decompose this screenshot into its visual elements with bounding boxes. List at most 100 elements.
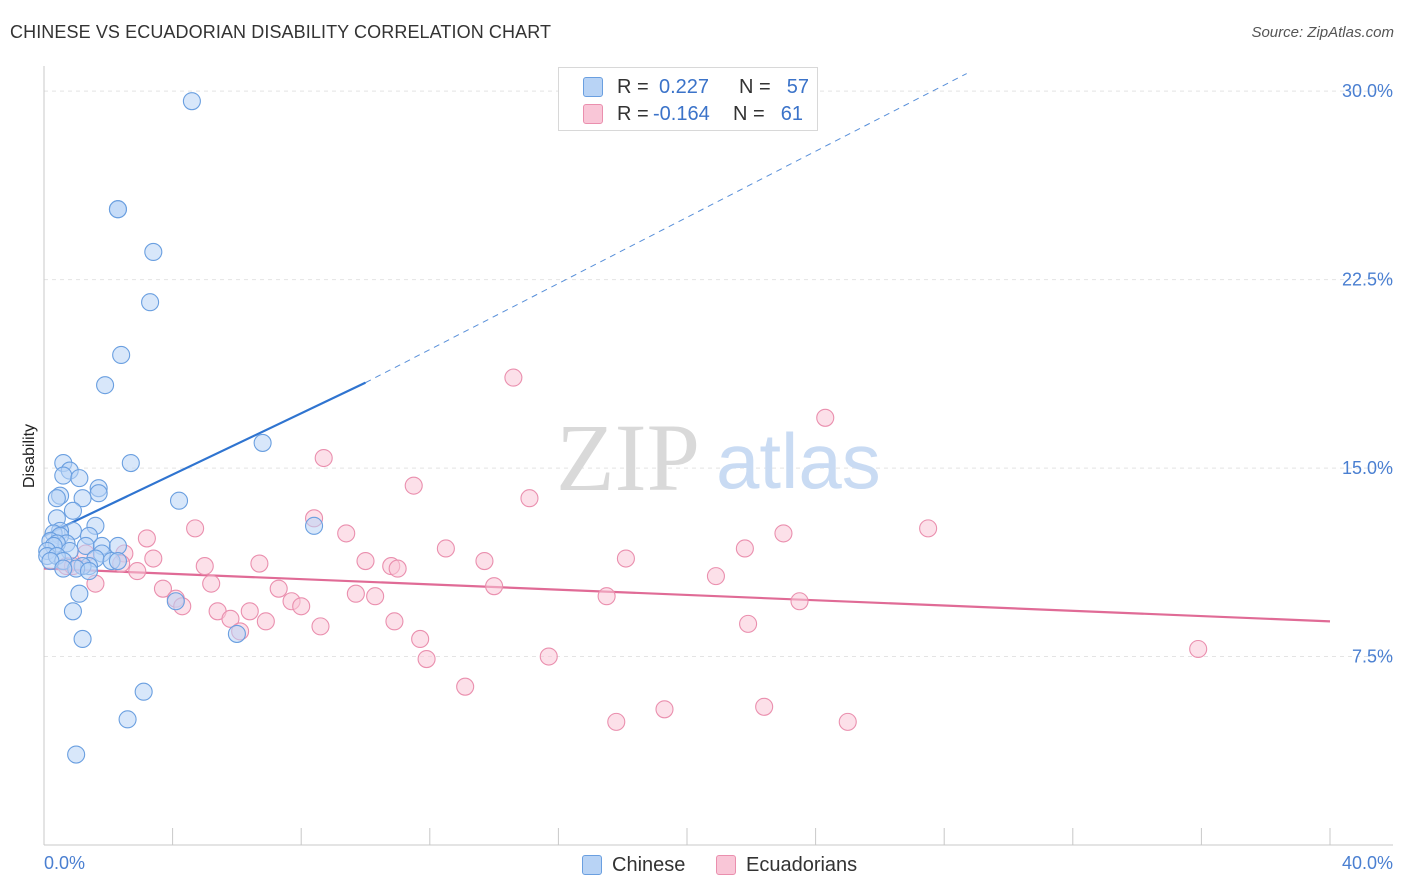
data-point-chinese bbox=[305, 516, 324, 535]
trendline-ecuadorian bbox=[43, 567, 1331, 623]
y-tick-label: 7.5% bbox=[1352, 647, 1393, 667]
data-point-chinese bbox=[108, 536, 127, 556]
data-point-ecuadorian bbox=[250, 554, 269, 573]
bottom-legend-ecuadorian: Ecuadorians bbox=[716, 852, 857, 878]
data-point-ecuadorian bbox=[388, 559, 407, 578]
watermark-zip: ZIP bbox=[556, 404, 700, 511]
legend-n-value: 61 bbox=[780, 102, 803, 125]
data-point-chinese bbox=[54, 466, 73, 485]
data-point-ecuadorian bbox=[256, 612, 275, 631]
data-point-ecuadorian bbox=[838, 712, 857, 731]
legend-n-label: N = bbox=[739, 75, 771, 98]
data-point-chinese bbox=[108, 551, 127, 571]
data-point-ecuadorian bbox=[314, 448, 333, 468]
data-point-ecuadorian bbox=[195, 557, 214, 576]
data-point-chinese bbox=[253, 433, 272, 452]
data-point-ecuadorian bbox=[504, 368, 523, 387]
trendline-chinese bbox=[43, 381, 366, 537]
data-point-chinese bbox=[121, 453, 140, 473]
trendline-chinese-extension bbox=[365, 73, 967, 384]
data-point-ecuadorian bbox=[385, 612, 404, 631]
x-tick-min: 0.0% bbox=[44, 853, 85, 873]
data-point-ecuadorian bbox=[153, 579, 173, 598]
axes bbox=[43, 66, 1393, 846]
data-point-chinese bbox=[54, 559, 73, 578]
legend-swatch-chinese bbox=[583, 77, 603, 97]
data-point-chinese bbox=[169, 491, 189, 510]
data-point-ecuadorian bbox=[337, 524, 356, 543]
data-point-ecuadorian bbox=[919, 519, 938, 538]
data-point-chinese bbox=[63, 501, 82, 520]
data-point-ecuadorian bbox=[456, 677, 475, 696]
data-point-chinese bbox=[227, 624, 246, 643]
data-point-chinese bbox=[166, 592, 185, 611]
data-point-chinese bbox=[79, 562, 99, 581]
data-point-ecuadorian bbox=[144, 549, 163, 568]
data-point-ecuadorian bbox=[597, 587, 616, 606]
y-axis-label: Disability bbox=[21, 424, 38, 488]
data-point-ecuadorian bbox=[520, 489, 539, 508]
data-point-chinese bbox=[134, 682, 153, 701]
data-point-ecuadorian bbox=[346, 584, 365, 603]
chinese-points bbox=[38, 92, 324, 764]
data-point-chinese bbox=[73, 489, 92, 508]
data-point-ecuadorian bbox=[655, 700, 674, 719]
data-point-ecuadorian bbox=[755, 697, 774, 716]
data-point-ecuadorian bbox=[607, 712, 626, 731]
watermark: ZIP atlas bbox=[556, 404, 881, 511]
legend-row-chinese: R = 0.227 N = 57 bbox=[583, 74, 809, 100]
data-point-ecuadorian bbox=[706, 567, 725, 586]
legend-n-value: 57 bbox=[786, 75, 809, 98]
data-point-ecuadorian bbox=[311, 617, 330, 636]
data-point-ecuadorian bbox=[137, 529, 156, 548]
legend-row-ecuadorian: R = -0.164 N = 61 bbox=[583, 101, 803, 127]
data-point-ecuadorian bbox=[404, 476, 423, 495]
legend-r-value: -0.164 bbox=[653, 102, 710, 125]
y-tick-labels: 7.5% 15.0% 22.5% 30.0% bbox=[1342, 81, 1393, 666]
data-point-chinese bbox=[144, 242, 163, 262]
data-point-chinese bbox=[112, 345, 131, 365]
data-point-chinese bbox=[73, 629, 92, 648]
data-point-ecuadorian bbox=[128, 562, 147, 581]
data-point-ecuadorian bbox=[356, 551, 375, 571]
data-point-ecuadorian bbox=[739, 614, 758, 633]
data-point-ecuadorian bbox=[411, 629, 430, 648]
data-point-ecuadorian bbox=[269, 579, 288, 598]
data-point-ecuadorian bbox=[774, 524, 793, 543]
legend-r-label: R = bbox=[617, 102, 649, 125]
data-point-chinese bbox=[108, 200, 127, 219]
data-point-ecuadorian bbox=[417, 649, 436, 669]
data-point-chinese bbox=[96, 376, 115, 395]
data-point-ecuadorian bbox=[1189, 639, 1208, 659]
data-point-chinese bbox=[70, 584, 89, 603]
y-tick-label: 30.0% bbox=[1342, 81, 1393, 101]
data-point-ecuadorian bbox=[790, 592, 809, 611]
data-point-chinese bbox=[47, 489, 66, 508]
chart-title: CHINESE VS ECUADORIAN DISABILITY CORRELA… bbox=[10, 22, 552, 42]
watermark-atlas: atlas bbox=[716, 417, 881, 505]
data-point-ecuadorian bbox=[202, 574, 221, 593]
data-point-chinese bbox=[63, 602, 82, 621]
data-point-chinese bbox=[118, 710, 137, 729]
data-point-chinese bbox=[141, 293, 160, 312]
data-point-ecuadorian bbox=[735, 539, 754, 558]
data-point-chinese bbox=[89, 484, 108, 503]
y-tick-label: 22.5% bbox=[1342, 270, 1393, 290]
legend-r-label: R = bbox=[617, 75, 649, 98]
x-tick-max: 40.0% bbox=[1342, 853, 1393, 873]
data-point-ecuadorian bbox=[366, 587, 385, 606]
data-point-chinese bbox=[70, 469, 89, 488]
legend-n-label: N = bbox=[733, 102, 765, 125]
trendlines bbox=[43, 73, 1331, 623]
legend-r-value: 0.227 bbox=[659, 75, 710, 98]
bottom-legend-label-chinese: Chinese bbox=[612, 853, 686, 876]
bottom-legend-swatch-ecuadorian bbox=[716, 855, 736, 875]
data-point-ecuadorian bbox=[292, 597, 311, 616]
bottom-legend-label-ecuadorian: Ecuadorians bbox=[746, 853, 858, 876]
data-point-ecuadorian bbox=[616, 549, 635, 568]
data-point-ecuadorian bbox=[436, 539, 455, 558]
legend-swatch-ecuadorian bbox=[583, 104, 603, 124]
y-tick-label: 15.0% bbox=[1342, 458, 1393, 478]
bottom-legend-chinese: Chinese bbox=[582, 852, 685, 878]
